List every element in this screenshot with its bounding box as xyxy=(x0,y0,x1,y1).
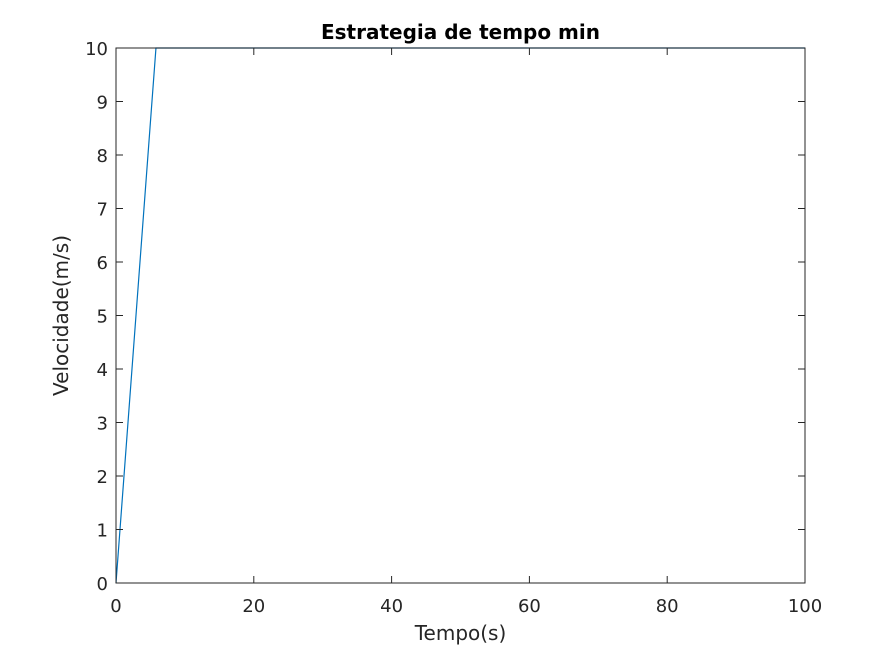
x-tick-label: 40 xyxy=(380,596,403,617)
y-tick-label: 4 xyxy=(97,360,108,381)
x-tick-label: 20 xyxy=(242,596,265,617)
y-tick-label: 0 xyxy=(97,574,108,595)
y-tick-label: 9 xyxy=(97,93,108,114)
y-axis-title: Velocidade(m/s) xyxy=(49,235,73,396)
y-tick-label: 7 xyxy=(97,200,108,221)
y-tick-label: 5 xyxy=(97,307,108,328)
y-tick-label: 2 xyxy=(97,467,108,488)
axes-box xyxy=(115,47,806,584)
y-tick-label: 1 xyxy=(97,521,108,542)
plot-area xyxy=(116,48,805,583)
x-tick-label: 100 xyxy=(788,596,822,617)
y-tick-label: 6 xyxy=(97,253,108,274)
x-axis-title: Tempo(s) xyxy=(414,621,507,645)
y-tick-label: 8 xyxy=(97,146,108,167)
x-tick-label: 80 xyxy=(656,596,679,617)
x-tick-label: 0 xyxy=(110,596,121,617)
x-tick-label: 60 xyxy=(518,596,541,617)
chart-title: Estrategia de tempo min xyxy=(321,20,600,44)
y-tick-label: 3 xyxy=(97,414,108,435)
y-tick-label: 10 xyxy=(85,39,108,60)
